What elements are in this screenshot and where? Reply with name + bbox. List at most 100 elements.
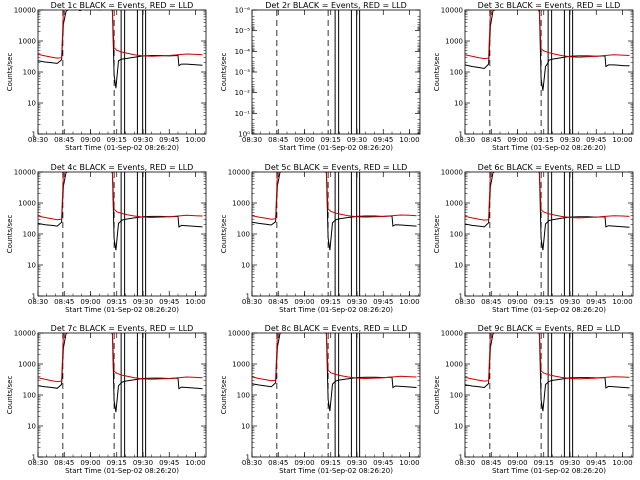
x-tick-label: 09:30	[560, 298, 580, 306]
y-tick-label: 1000	[18, 361, 36, 369]
events-line	[252, 333, 417, 412]
y-tick-label: 10000	[228, 169, 250, 177]
panel-title: Det 3c BLACK = Events, RED = LLD	[478, 1, 621, 10]
x-tick-label: 08:30	[455, 136, 475, 144]
y-tick-label: 10⁻²	[235, 89, 251, 97]
x-tick-label: 09:30	[347, 136, 367, 144]
panel-9: Det 9c BLACK = Events, RED = LLD 1 10 100 10…	[433, 324, 634, 475]
events-line	[38, 172, 203, 251]
panel-6: Det 6c BLACK = Events, RED = LLD 1 10 100 10…	[433, 163, 634, 314]
panel-7: Det 7c BLACK = Events, RED = LLD 1 10 100 10…	[6, 324, 207, 475]
x-tick-label: 08:45	[54, 298, 74, 306]
y-tick-label: 100	[23, 231, 36, 239]
panel-title: Det 5c BLACK = Events, RED = LLD	[265, 163, 408, 172]
x-tick-label: 10:00	[185, 136, 205, 144]
y-tick-label: 1	[459, 293, 463, 301]
y-tick-label: 1000	[18, 38, 36, 46]
x-tick-label: 09:30	[560, 459, 580, 467]
y-tick-label: 1000	[445, 38, 463, 46]
plot-area	[276, 10, 361, 134]
x-axis-label: Start Time (01-Sep-02 08:26:20)	[279, 306, 393, 314]
plot-area	[252, 333, 417, 457]
x-tick-label: 10:00	[612, 136, 632, 144]
y-tick-label: 1	[459, 131, 463, 139]
x-tick-label: 09:15	[534, 298, 554, 306]
panel-title: Det 2r BLACK = Events, RED = LLD	[265, 1, 407, 10]
x-tick-label: 09:00	[80, 136, 100, 144]
y-tick-label: 1000	[445, 361, 463, 369]
plot-area	[38, 10, 203, 134]
panel-8: Det 8c BLACK = Events, RED = LLD 1 10 100 10…	[220, 324, 421, 475]
y-tick-label: 100	[237, 392, 250, 400]
x-axis-label: Start Time (01-Sep-02 08:26:20)	[492, 306, 606, 314]
x-tick-label: 10:00	[612, 459, 632, 467]
y-tick-label: 10	[27, 262, 36, 270]
lld-line	[465, 10, 630, 60]
y-tick-label: 1	[246, 293, 250, 301]
x-tick-label: 08:45	[54, 459, 74, 467]
events-line	[252, 172, 417, 251]
y-tick-label: 10	[241, 262, 250, 270]
x-tick-label: 09:15	[321, 459, 341, 467]
x-tick-label: 10:00	[612, 298, 632, 306]
panel-title: Det 8c BLACK = Events, RED = LLD	[265, 324, 408, 333]
events-line	[38, 10, 203, 89]
y-axis-label: Counts/sec	[433, 215, 441, 254]
panel-1: Det 1c BLACK = Events, RED = LLD 1 10 100 10…	[6, 1, 207, 152]
panel-title: Det 6c BLACK = Events, RED = LLD	[478, 163, 621, 172]
x-tick-label: 09:45	[373, 136, 393, 144]
x-axis-label: Start Time (01-Sep-02 08:26:20)	[492, 144, 606, 152]
x-tick-label: 09:15	[107, 136, 127, 144]
x-tick-label: 08:30	[28, 136, 48, 144]
x-tick-label: 08:30	[28, 459, 48, 467]
x-tick-label: 09:45	[373, 459, 393, 467]
y-tick-label: 10⁻¹	[235, 110, 251, 118]
x-tick-label: 09:30	[133, 136, 153, 144]
y-tick-label: 10000	[228, 330, 250, 338]
y-tick-label: 100	[450, 69, 463, 77]
y-axis-label: Counts/sec	[220, 376, 228, 415]
x-axis-label: Start Time (01-Sep-02 08:26:20)	[65, 144, 179, 152]
y-tick-label: 100	[237, 231, 250, 239]
x-tick-label: 09:30	[133, 459, 153, 467]
x-axis-label: Start Time (01-Sep-02 08:26:20)	[279, 467, 393, 475]
y-tick-label: 10⁻³	[235, 69, 251, 77]
y-tick-label: 1	[32, 293, 36, 301]
x-tick-label: 09:15	[107, 298, 127, 306]
x-tick-label: 08:30	[242, 136, 262, 144]
x-tick-label: 08:30	[28, 298, 48, 306]
y-axis-label: Counts/sec	[6, 53, 14, 92]
x-tick-label: 09:00	[507, 298, 527, 306]
events-line	[38, 333, 203, 413]
panel-4: Det 4c BLACK = Events, RED = LLD 1 10 100 10…	[6, 163, 207, 314]
panel-3: Det 3c BLACK = Events, RED = LLD 1 10 100 10…	[433, 1, 634, 152]
x-axis-label: Start Time (01-Sep-02 08:26:20)	[279, 144, 393, 152]
x-tick-label: 08:30	[242, 298, 262, 306]
x-tick-label: 09:15	[321, 136, 341, 144]
x-tick-label: 09:30	[347, 298, 367, 306]
y-tick-label: 10000	[441, 330, 463, 338]
x-tick-label: 09:45	[586, 136, 606, 144]
x-tick-label: 10:00	[185, 459, 205, 467]
y-axis-label: Counts/sec	[6, 376, 14, 415]
x-tick-label: 09:15	[534, 459, 554, 467]
x-tick-label: 08:30	[455, 459, 475, 467]
x-tick-label: 08:45	[268, 459, 288, 467]
x-tick-label: 10:00	[399, 298, 419, 306]
plot-area	[465, 333, 630, 457]
x-tick-label: 09:00	[294, 459, 314, 467]
y-axis-label: Counts/sec	[220, 215, 228, 254]
x-tick-label: 08:45	[481, 136, 501, 144]
y-tick-label: 100	[450, 392, 463, 400]
panel-2: Det 2r BLACK = Events, RED = LLD 10⁰ 10⁻¹ 1…	[220, 1, 421, 152]
x-tick-label: 09:45	[373, 298, 393, 306]
y-tick-label: 1000	[232, 361, 250, 369]
y-tick-label: 1	[32, 454, 36, 462]
x-axis-label: Start Time (01-Sep-02 08:26:20)	[65, 467, 179, 475]
x-tick-label: 09:00	[80, 459, 100, 467]
x-tick-label: 08:45	[54, 136, 74, 144]
y-tick-label: 100	[23, 392, 36, 400]
y-tick-label: 10	[454, 262, 463, 270]
plot-area	[252, 172, 417, 296]
